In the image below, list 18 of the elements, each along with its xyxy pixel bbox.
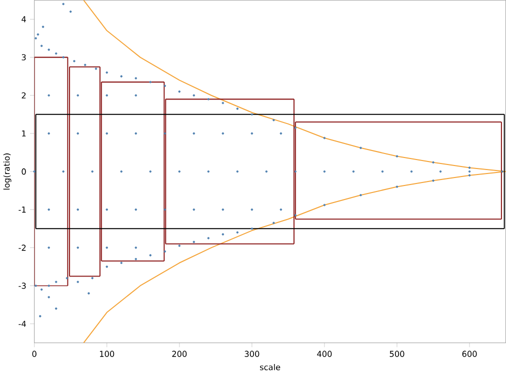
y-tick-label: -3: [18, 282, 26, 289]
x-tick-label: 0: [32, 350, 36, 358]
y-tick-label: 1: [22, 130, 26, 137]
y-axis-title: log(ratio): [3, 154, 12, 190]
y-tick-label: 2: [22, 92, 26, 99]
y-tick-label: 0: [22, 168, 26, 175]
y-tick-label: 4: [22, 16, 26, 22]
x-tick-label: 600: [462, 350, 477, 358]
x-tick-label: 200: [172, 350, 187, 358]
x-tick-label: 500: [390, 350, 404, 358]
y-tick-label: -2: [18, 244, 26, 251]
x-axis-title: scale: [260, 364, 280, 370]
x-tick-label: 400: [317, 350, 332, 358]
x-tick-label: 100: [100, 350, 114, 358]
y-tick-label: 3: [22, 54, 26, 61]
y-tick-label: -1: [18, 206, 26, 213]
y-tick-label: -4: [18, 321, 26, 327]
x-tick-label: 300: [244, 350, 260, 358]
